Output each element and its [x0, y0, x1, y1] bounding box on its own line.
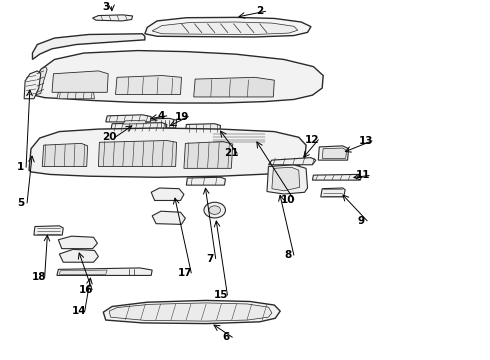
- Polygon shape: [318, 146, 348, 160]
- Polygon shape: [24, 71, 41, 99]
- Polygon shape: [313, 174, 361, 180]
- Polygon shape: [194, 77, 274, 97]
- Text: 7: 7: [206, 254, 214, 264]
- Polygon shape: [211, 132, 267, 143]
- Text: 12: 12: [305, 135, 319, 145]
- Text: 19: 19: [175, 112, 190, 122]
- Polygon shape: [34, 67, 47, 95]
- Text: 8: 8: [284, 250, 292, 260]
- Text: 15: 15: [214, 290, 229, 300]
- Polygon shape: [151, 188, 184, 201]
- Text: 3: 3: [102, 2, 109, 12]
- Polygon shape: [59, 270, 107, 274]
- Polygon shape: [152, 22, 298, 35]
- Text: 17: 17: [178, 268, 193, 278]
- Text: 9: 9: [358, 216, 365, 226]
- Text: 2: 2: [256, 6, 263, 16]
- Polygon shape: [58, 236, 98, 249]
- Text: 13: 13: [359, 136, 373, 146]
- Polygon shape: [125, 118, 176, 128]
- Polygon shape: [145, 17, 311, 37]
- Polygon shape: [116, 76, 181, 94]
- Polygon shape: [29, 128, 306, 177]
- Polygon shape: [57, 92, 95, 99]
- Polygon shape: [267, 165, 308, 194]
- Polygon shape: [103, 300, 280, 324]
- Polygon shape: [34, 50, 323, 103]
- Text: 10: 10: [281, 195, 295, 205]
- Polygon shape: [269, 158, 316, 165]
- Polygon shape: [32, 34, 145, 59]
- Polygon shape: [42, 143, 88, 167]
- Polygon shape: [322, 148, 346, 158]
- Polygon shape: [106, 115, 151, 122]
- Polygon shape: [57, 268, 152, 275]
- Polygon shape: [272, 167, 300, 191]
- Polygon shape: [52, 71, 108, 92]
- Polygon shape: [98, 140, 176, 167]
- Text: 21: 21: [224, 148, 239, 158]
- Text: 16: 16: [79, 285, 94, 295]
- Polygon shape: [321, 188, 345, 197]
- Polygon shape: [34, 226, 63, 235]
- Text: 6: 6: [223, 332, 230, 342]
- Polygon shape: [186, 177, 225, 185]
- Polygon shape: [185, 124, 220, 132]
- Text: 18: 18: [31, 272, 46, 282]
- Polygon shape: [123, 120, 147, 124]
- Polygon shape: [111, 123, 167, 131]
- Text: 20: 20: [102, 132, 117, 142]
- Circle shape: [209, 206, 221, 215]
- Polygon shape: [184, 141, 233, 168]
- Text: 5: 5: [18, 198, 25, 208]
- Text: 4: 4: [157, 111, 165, 121]
- Text: 1: 1: [17, 162, 24, 172]
- Text: 11: 11: [356, 171, 370, 180]
- Polygon shape: [152, 211, 185, 224]
- Polygon shape: [130, 120, 156, 127]
- Text: 14: 14: [72, 306, 86, 316]
- Circle shape: [204, 202, 225, 218]
- Polygon shape: [109, 303, 272, 321]
- Polygon shape: [59, 249, 98, 262]
- Polygon shape: [93, 15, 133, 21]
